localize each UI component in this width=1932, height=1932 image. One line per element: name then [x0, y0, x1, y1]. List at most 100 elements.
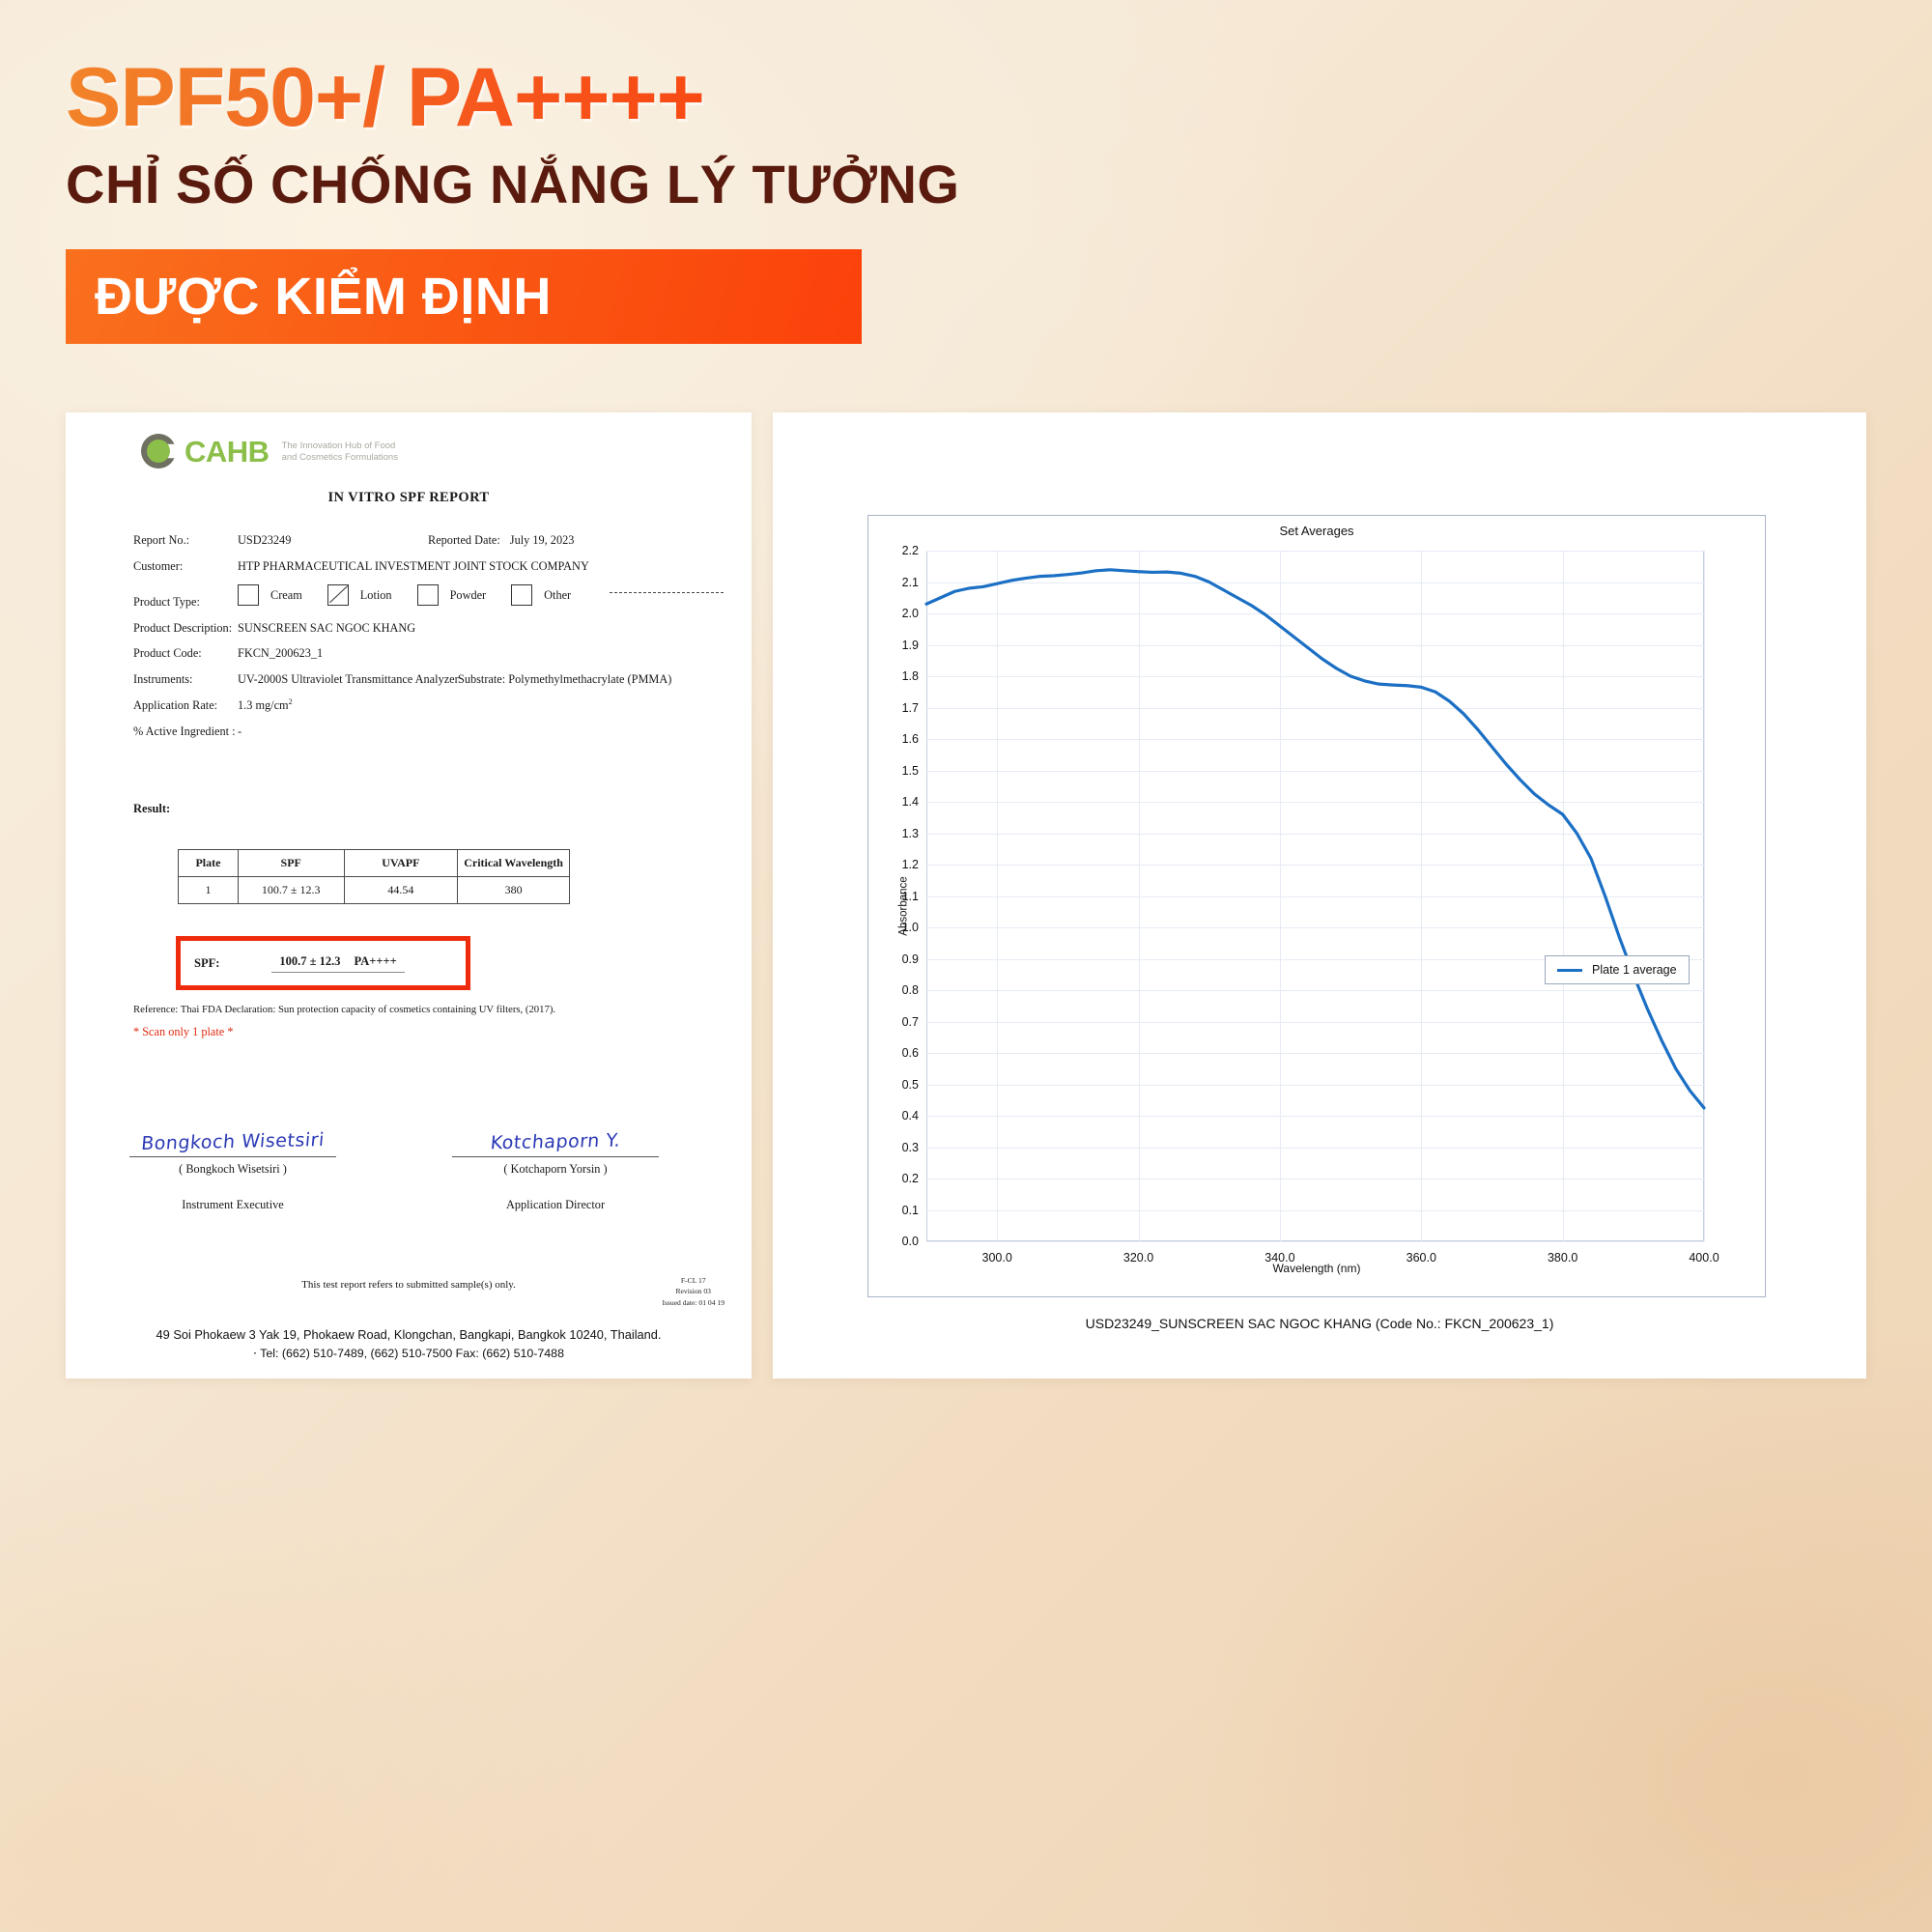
y-tick-label: 0.2	[901, 1172, 919, 1185]
chart-legend: Plate 1 average	[1545, 955, 1690, 984]
field-customer: Customer: HTP PHARMACEUTICAL INVESTMENT …	[133, 559, 694, 574]
checkbox-cream[interactable]	[238, 584, 259, 606]
address-line1: 49 Soi Phokaew 3 Yak 19, Phokaew Road, K…	[156, 1327, 662, 1342]
cahb-logo-tagline: The Innovation Hub of Food and Cosmetics…	[282, 439, 398, 464]
report-title: IN VITRO SPF REPORT	[327, 490, 490, 505]
y-tick-label: 0.6	[901, 1046, 919, 1060]
chart-curve	[924, 568, 1706, 1110]
y-tick-label: 2.1	[901, 575, 919, 589]
verified-badge-bar: ĐƯỢC KIỂM ĐỊNH	[66, 249, 862, 344]
table-header-row: Plate SPF UVAPF Critical Wavelength	[178, 849, 570, 877]
scan-note: * Scan only 1 plate *	[133, 1025, 234, 1038]
cahb-logo: CAHB The Innovation Hub of Food and Cosm…	[141, 434, 398, 469]
field-report-no: Report No.: USD23249 Reported Date: July…	[133, 533, 694, 548]
x-tick-label: 320.0	[1122, 1251, 1154, 1264]
y-tick-label: 1.6	[901, 732, 919, 746]
gridline-horizontal	[926, 770, 1704, 772]
report-no-value: USD23249	[238, 533, 292, 547]
reference-note: Reference: Thai FDA Declaration: Sun pro…	[133, 1004, 556, 1015]
field-reported-date: Reported Date: July 19, 2023	[428, 533, 574, 548]
product-code-label: Product Code:	[133, 646, 202, 660]
instruments-value: UV-2000S Ultraviolet Transmittance Analy…	[238, 671, 459, 686]
spf-highlight-label: SPF:	[194, 955, 220, 970]
reported-date-label: Reported Date:	[428, 533, 500, 547]
cahb-logo-icon	[141, 434, 176, 469]
cahb-tagline-line1: The Innovation Hub of Food	[281, 440, 396, 452]
signature-block-application-director: Kotchaporn Y. ( Kotchaporn Yorsin ) Appl…	[444, 1127, 667, 1212]
spf-highlight-box: SPF: 100.7 ± 12.3 PA++++	[176, 936, 470, 990]
chart-x-axis-label: Wavelength (nm)	[1272, 1262, 1361, 1275]
gridline-horizontal	[926, 582, 1704, 583]
cahb-tagline-line2: and Cosmetics Formulations	[281, 452, 398, 463]
gridline-horizontal	[926, 1021, 1704, 1023]
spf-report-document: CAHB The Innovation Hub of Food and Cosm…	[66, 412, 752, 1378]
y-tick-label: 1.9	[901, 638, 919, 652]
chart-plot-area: 0.0 0.1 0.2 0.3 0.4 0.5 0.6 0.7 0.8 0.9 1.0 1.1 1.2 1…	[902, 544, 1719, 1264]
col-critical-wavelength: Critical Wavelength	[457, 849, 570, 877]
application-rate-label: Application Rate:	[133, 698, 218, 713]
report-disclaimer: This test report refers to submitted sam…	[301, 1279, 516, 1291]
product-description-value: SUNSCREEN SAC NGOC KHANG	[238, 620, 416, 635]
field-application-rate: Application Rate: 1.3 mg/cm2	[133, 697, 694, 713]
gridline-horizontal	[926, 1116, 1704, 1117]
checkbox-lotion[interactable]	[327, 584, 349, 606]
x-tick-label: 360.0	[1406, 1251, 1436, 1264]
substrate-label: Substrate:	[458, 671, 506, 686]
y-tick-label: 1.2	[901, 858, 919, 871]
gridline-horizontal	[926, 613, 1704, 614]
field-product-code: Product Code: FKCN_200623_1	[133, 646, 694, 661]
gridline-horizontal	[926, 833, 1704, 835]
customer-value: HTP PHARMACEUTICAL INVESTMENT JOINT STOC…	[238, 558, 589, 573]
gridline-horizontal	[926, 990, 1704, 991]
product-description-label: Product Description:	[133, 620, 233, 635]
x-tick-label: 340.0	[1264, 1251, 1295, 1264]
lab-address: 49 Soi Phokaew 3 Yak 19, Phokaew Road, K…	[66, 1325, 752, 1363]
checkbox-powder[interactable]	[416, 584, 439, 606]
y-tick-label: 1.1	[901, 889, 919, 903]
headline-main: SPF50+/ PA++++	[66, 51, 705, 144]
other-write-in-line[interactable]	[610, 591, 724, 593]
y-tick-label: 1.8	[901, 669, 919, 683]
spf-highlight-value: 100.7 ± 12.3 PA++++	[271, 953, 405, 973]
instruments-label: Instruments:	[133, 671, 193, 686]
y-tick-label: 0.1	[901, 1203, 919, 1217]
gridline-horizontal	[926, 927, 1704, 928]
active-ingredient-value: -	[238, 724, 242, 738]
gridline-vertical	[1562, 551, 1564, 1241]
label-lotion: Lotion	[359, 587, 392, 602]
table-row: 1 100.7 ± 12.3 44.54 380	[178, 876, 570, 904]
y-tick-label: 1.5	[901, 763, 919, 778]
cahb-logo-wordmark: CAHB	[185, 434, 270, 469]
y-tick-label: 0.8	[901, 983, 919, 997]
y-tick-label: 2.2	[901, 544, 919, 557]
gridline-horizontal	[926, 1241, 1704, 1242]
chart-frame: Set Averages Absorbance 0.0 0.1 0.2 0.3 0.4 0…	[867, 515, 1766, 1297]
gridline-horizontal	[926, 1147, 1704, 1149]
gridline-vertical	[1704, 551, 1705, 1241]
gridline-horizontal	[926, 644, 1704, 646]
label-other: Other	[544, 587, 572, 602]
col-plate: Plate	[178, 849, 239, 877]
gridline-horizontal	[926, 1209, 1704, 1211]
field-product-type: Product Type: Cream Lotion Powder Other	[133, 584, 724, 610]
spf-highlight-pa: PA++++	[354, 953, 397, 968]
x-tick-label: 300.0	[981, 1251, 1012, 1264]
gridline-vertical	[1138, 551, 1140, 1241]
label-powder: Powder	[449, 587, 487, 602]
spf-report-card: CAHB The Innovation Hub of Food and Cosm…	[66, 412, 752, 1378]
y-tick-label: 0.3	[901, 1140, 919, 1154]
form-code-line3: Issued date: 01 04 19	[662, 1297, 724, 1307]
chart-caption: USD23249_SUNSCREEN SAC NGOC KHANG (Code …	[1085, 1316, 1554, 1331]
substrate-value: Polymethylmethacrylate (PMMA)	[508, 671, 672, 686]
product-code-value: FKCN_200623_1	[238, 646, 324, 660]
checkbox-other[interactable]	[511, 584, 533, 606]
active-ingredient-label: % Active Ingredient :	[133, 724, 236, 738]
signature-role: Application Director	[505, 1198, 606, 1211]
customer-label: Customer:	[133, 558, 184, 573]
gridline-horizontal	[926, 865, 1704, 866]
field-active-ingredient: % Active Ingredient : -	[133, 724, 694, 739]
reported-date-value: July 19, 2023	[509, 533, 575, 547]
form-code-block: F-CL 17 Revision 03 Issued date: 01 04 1…	[662, 1275, 724, 1308]
y-tick-label: 2.0	[901, 607, 919, 620]
legend-swatch-plate-1-average	[1557, 968, 1582, 972]
